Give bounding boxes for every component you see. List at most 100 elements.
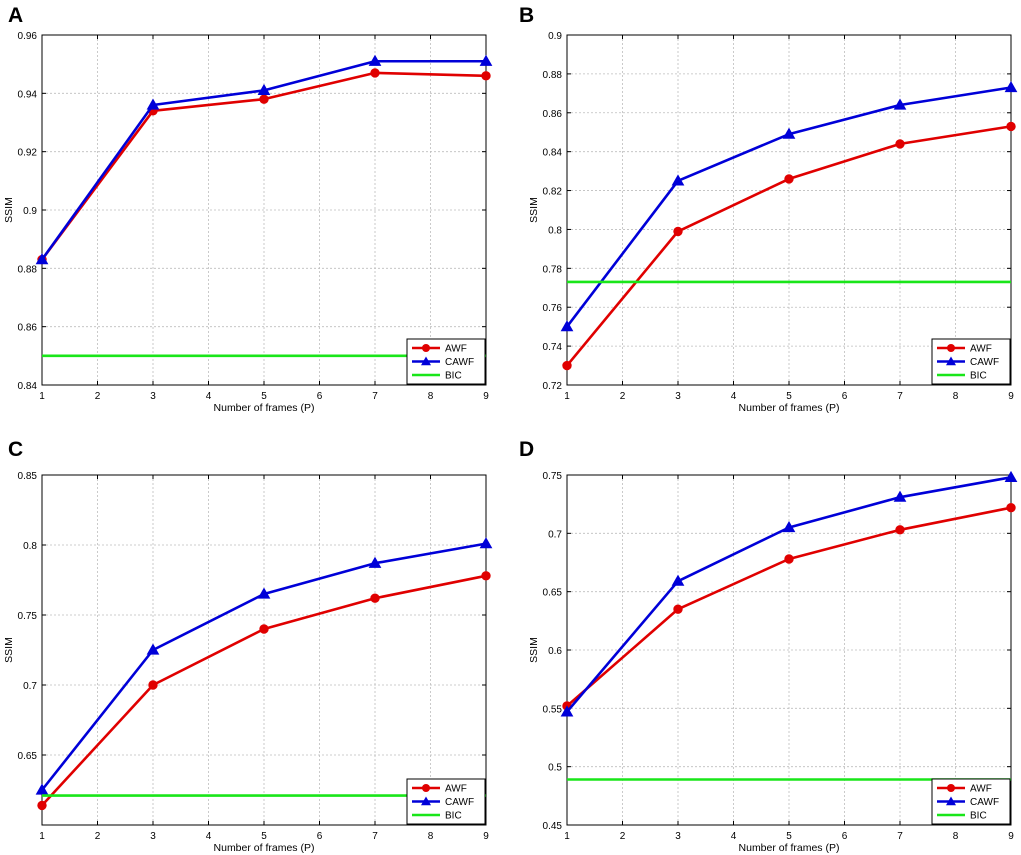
data-point-cawf	[479, 537, 493, 549]
x-tick-label: 9	[483, 391, 489, 402]
legend-marker-triangle	[946, 356, 956, 366]
panel-letter: D	[519, 438, 534, 461]
chart-panel-c: C 1 2 3 4 5 6 7 8 9 0.65 0.7 0.75 0.8 0.85 Number of fr…	[3, 438, 493, 854]
data-point-cawf	[560, 705, 574, 717]
x-tick-label: 7	[897, 391, 903, 402]
data-point-cawf	[146, 643, 160, 655]
x-tick-label: 4	[731, 391, 737, 402]
y-tick-label: 0.65	[543, 588, 563, 599]
legend-marker-circle	[947, 784, 955, 792]
legend-label-cawf: CAWF	[970, 357, 999, 368]
x-tick-label: 8	[428, 391, 434, 402]
y-tick-label: 0.8	[548, 225, 562, 236]
x-tick-label: 3	[150, 831, 156, 842]
y-tick-label: 0.75	[18, 611, 38, 622]
x-tick-label: 7	[897, 831, 903, 842]
x-tick-label: 1	[39, 831, 45, 842]
x-tick-label: 6	[317, 831, 323, 842]
y-tick-label: 0.76	[543, 303, 563, 314]
x-tick-label: 7	[372, 391, 378, 402]
y-tick-label: 0.82	[543, 187, 563, 198]
y-tick-label: 0.96	[18, 31, 38, 42]
data-point-cawf	[257, 83, 271, 96]
x-tick-label: 3	[675, 831, 681, 842]
data-point-cawf	[257, 587, 271, 599]
series-awf	[37, 571, 491, 811]
legend-marker-circle	[947, 344, 955, 352]
x-tick-label: 4	[206, 391, 212, 402]
y-axis-label: SSIM	[528, 197, 540, 223]
data-point-awf	[148, 680, 158, 690]
x-tick-label: 5	[786, 391, 792, 402]
data-point-awf	[562, 360, 572, 371]
y-axis-label: SSIM	[3, 637, 15, 663]
data-point-cawf	[368, 54, 382, 66]
data-point-cawf	[671, 174, 685, 186]
data-point-awf	[370, 593, 380, 603]
x-tick-label: 5	[261, 831, 267, 842]
series-cawf	[560, 80, 1018, 332]
x-tick-label: 9	[1008, 831, 1014, 842]
y-tick-label: 0.72	[543, 381, 563, 392]
legend-marker-triangle	[421, 356, 431, 366]
y-tick-label: 0.75	[543, 471, 563, 482]
data-point-awf	[370, 68, 380, 78]
data-point-awf	[37, 800, 47, 811]
chart-panel-d: D 1 2 3 4 5 6 7 8 9 0.45 0.5 0.55 0.6 0.65 0.7 0.75 Numbe…	[519, 438, 1018, 854]
data-point-cawf	[893, 490, 907, 502]
legend: AWF CAWF BIC	[406, 778, 486, 825]
legend-label-cawf: CAWF	[970, 797, 999, 808]
y-tick-label: 0.55	[543, 704, 563, 715]
data-point-cawf	[1004, 80, 1018, 93]
data-point-cawf	[671, 574, 685, 586]
data-point-cawf	[893, 98, 907, 110]
x-axis-label: Number of frames (P)	[739, 402, 840, 414]
data-point-cawf	[479, 54, 493, 66]
x-tick-label: 6	[317, 391, 323, 402]
x-tick-label: 5	[786, 831, 792, 842]
x-axis-label: Number of frames (P)	[214, 842, 315, 854]
x-tick-label: 2	[620, 391, 626, 402]
data-point-cawf	[368, 556, 382, 568]
data-point-cawf	[560, 320, 574, 332]
y-tick-label: 0.9	[23, 206, 37, 217]
data-point-awf	[673, 604, 683, 614]
x-tick-label: 1	[564, 831, 570, 842]
data-point-awf	[259, 624, 269, 634]
legend-label-awf: AWF	[970, 344, 992, 355]
y-tick-label: 0.45	[543, 821, 563, 832]
y-tick-label: 0.86	[543, 109, 563, 120]
y-tick-label: 0.84	[18, 381, 38, 392]
legend-label-cawf: CAWF	[445, 797, 474, 808]
y-tick-label: 0.65	[18, 751, 38, 762]
legend-label-bic: BIC	[445, 371, 462, 382]
y-tick-label: 0.5	[548, 763, 562, 774]
x-tick-label: 2	[620, 831, 626, 842]
data-point-awf	[1006, 121, 1016, 132]
legend-marker-triangle	[421, 796, 431, 806]
legend: AWF CAWF BIC	[931, 338, 1011, 385]
y-tick-label: 0.9	[548, 31, 562, 42]
y-tick-label: 0.8	[23, 541, 37, 552]
x-tick-label: 9	[483, 831, 489, 842]
x-tick-label: 3	[150, 391, 156, 402]
x-tick-label: 6	[842, 831, 848, 842]
data-point-cawf	[1004, 470, 1018, 482]
x-tick-label: 8	[953, 391, 959, 402]
data-point-awf	[784, 174, 794, 184]
data-point-cawf	[35, 253, 49, 265]
series-cawf	[35, 537, 493, 795]
panel-letter: B	[519, 4, 534, 27]
data-point-awf	[481, 71, 491, 81]
legend-box	[931, 778, 1011, 825]
x-tick-label: 2	[95, 391, 101, 402]
x-tick-label: 1	[39, 391, 45, 402]
panel-letter: A	[8, 4, 23, 27]
data-point-awf	[481, 571, 491, 581]
y-tick-label: 0.94	[18, 89, 38, 100]
data-point-awf	[673, 226, 683, 237]
y-tick-label: 0.92	[18, 148, 38, 159]
series-cawf	[35, 54, 493, 265]
y-tick-label: 0.86	[18, 323, 38, 334]
